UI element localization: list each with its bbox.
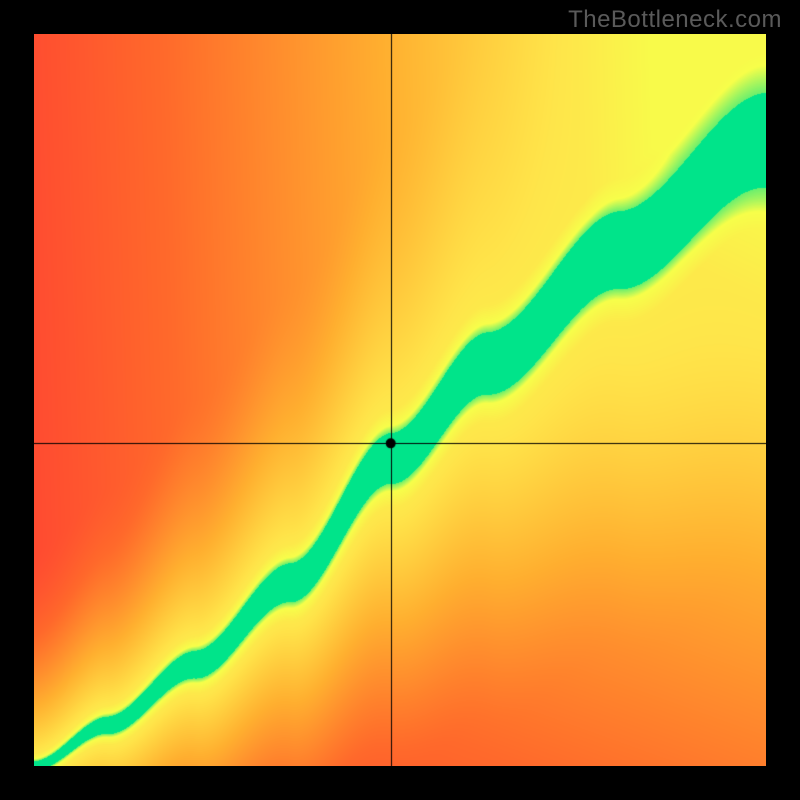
chart-root: TheBottleneck.com	[0, 0, 800, 800]
watermark-text: TheBottleneck.com	[568, 6, 782, 34]
plot-area	[34, 34, 766, 766]
overlay-canvas	[34, 34, 766, 766]
